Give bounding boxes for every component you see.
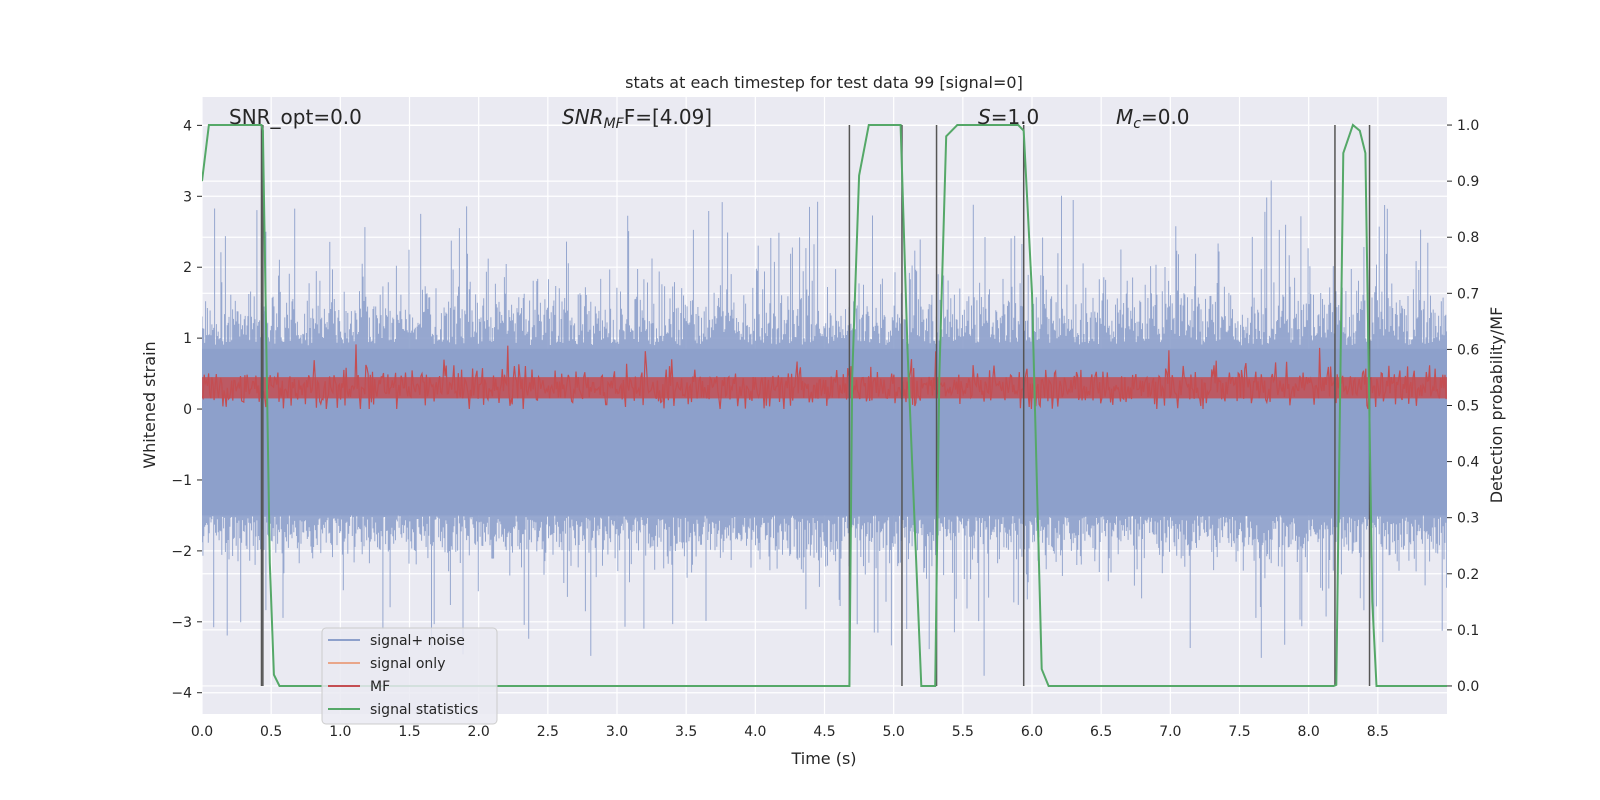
- y-tick-label: −1: [171, 473, 192, 489]
- x-tick-label: 8.5: [1367, 724, 1389, 740]
- mf-trace: [202, 344, 1447, 410]
- x-tick-label: 2.0: [468, 724, 490, 740]
- annotation-s-rest: =1.0: [991, 105, 1040, 129]
- legend-box: [321, 627, 498, 725]
- annotation-mc-sub: c: [1133, 116, 1141, 132]
- y2-tick-label: 0.3: [1457, 511, 1479, 527]
- y-tick-label: 4: [183, 118, 192, 134]
- x-tick-labels: 0.0 0.5 1.0 1.5 2.0 2.5 3.0 3.5 4.0 4.5 5.0 5.5 6.0 6…: [191, 724, 1389, 740]
- y2-tick-label: 1.0: [1457, 118, 1479, 134]
- y-axis-label: Whitened strain: [140, 341, 159, 468]
- signal-statistics-line: [202, 123, 1447, 687]
- legend-label-mf: MF: [370, 679, 390, 695]
- x-tick-label: 6.5: [1090, 724, 1112, 740]
- y-tick-label: −3: [171, 615, 192, 631]
- y-tick-label: −4: [171, 686, 192, 702]
- x-tick-label: 5.0: [883, 724, 905, 740]
- x-tick-label: 0.5: [260, 724, 282, 740]
- series-mf: [202, 344, 1447, 410]
- x-tick-label: 4.5: [813, 724, 835, 740]
- legend-label-signal-noise: signal+ noise: [370, 633, 465, 649]
- legend-label-signal-only: signal only: [370, 656, 445, 672]
- y-tick-label: −2: [171, 544, 192, 560]
- noise-trace: [202, 180, 1447, 676]
- x-axis-label: Time (s): [790, 749, 856, 768]
- x-tick-label: 6.0: [1021, 724, 1043, 740]
- y2-tick-label: 0.6: [1457, 342, 1479, 358]
- y2-tick-label: 0.8: [1457, 230, 1479, 246]
- annotation-s-main: S: [978, 105, 991, 129]
- annotation-snr-mf-rest: F=[4.09]: [624, 105, 712, 129]
- x-tick-label: 2.5: [537, 724, 559, 740]
- annotation-mc-main: M: [1116, 105, 1133, 129]
- annotation-snr-mf-main: SNR: [562, 105, 604, 129]
- y2-tick-label: 0.0: [1457, 679, 1479, 695]
- y2-tick-label: 0.7: [1457, 286, 1479, 302]
- annotation-mc: Mc=0.0: [1116, 105, 1190, 132]
- y2-tick-label: 0.5: [1457, 399, 1479, 415]
- legend-label-signal-statistics: signal statistics: [370, 702, 478, 718]
- x-tick-label: 8.0: [1298, 724, 1320, 740]
- y2-axis-label: Detection probability/MF: [1487, 307, 1506, 504]
- y2-tick-labels: 1.0 0.9 0.8 0.7 0.6 0.5 0.4 0.3 0.2 0.1 0.0: [1447, 118, 1479, 695]
- x-tick-label: 5.5: [952, 724, 974, 740]
- y-tick-label: 2: [183, 260, 192, 276]
- y2-tick-label: 0.1: [1457, 623, 1479, 639]
- annotation-mc-rest: =0.0: [1141, 105, 1190, 129]
- series-signal-statistics: [202, 123, 1447, 687]
- y-tick-label: 1: [183, 331, 192, 347]
- y-tick-label: 0: [183, 402, 192, 418]
- y2-tick-label: 0.9: [1457, 174, 1479, 190]
- annotation-snr-mf-sub: MF: [604, 116, 625, 132]
- y2-tick-label: 0.2: [1457, 567, 1479, 583]
- x-tick-label: 7.0: [1159, 724, 1181, 740]
- annotation-s: S=1.0: [978, 105, 1039, 129]
- x-tick-label: 7.5: [1228, 724, 1250, 740]
- x-tick-label: 1.0: [329, 724, 351, 740]
- y-tick-label: 3: [183, 189, 192, 205]
- chart-title: stats at each timestep for test data 99 …: [625, 73, 1023, 92]
- y2-tick-label: 0.4: [1457, 455, 1479, 471]
- x-tick-label: 1.5: [398, 724, 420, 740]
- x-tick-label: 3.5: [675, 724, 697, 740]
- x-tick-label: 0.0: [191, 724, 213, 740]
- x-tick-label: 3.0: [606, 724, 628, 740]
- legend: signal+ noise signal only MF signal stat…: [321, 627, 498, 725]
- annotation-snr-opt: SNR_opt=0.0: [229, 105, 362, 129]
- y-tick-labels: 4 3 2 1 0 −1 −2 −3 −4: [171, 118, 202, 702]
- x-tick-label: 4.0: [744, 724, 766, 740]
- annotation-snr-mf: SNRMFF=[4.09]: [562, 105, 712, 132]
